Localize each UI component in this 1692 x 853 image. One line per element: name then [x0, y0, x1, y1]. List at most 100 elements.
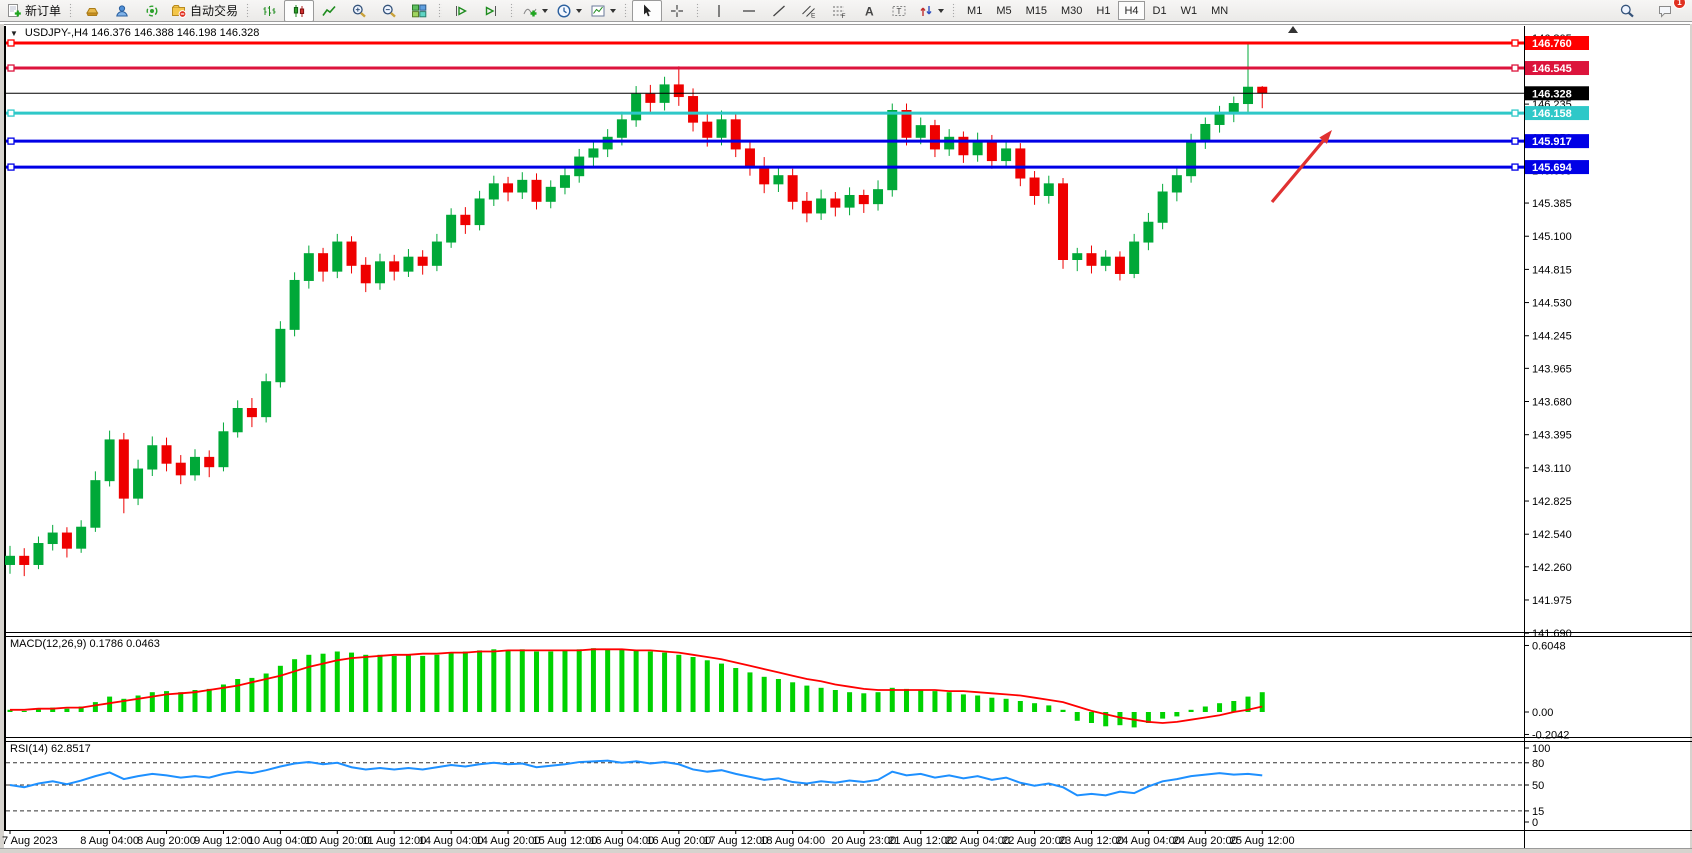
chart-window[interactable]: 146.805146.520146.235145.950145.665145.3…: [0, 22, 1692, 853]
symbol-dropdown-icon[interactable]: ▼: [10, 28, 18, 38]
signal-icon: [144, 3, 160, 19]
svg-text:23 Aug 12:00: 23 Aug 12:00: [1059, 835, 1124, 847]
autotrading-button[interactable]: 自动交易: [167, 0, 242, 22]
new-order-button[interactable]: 新订单: [2, 0, 65, 22]
svg-text:146.545: 146.545: [1532, 63, 1572, 75]
svg-text:145.385: 145.385: [1532, 198, 1572, 210]
svg-text:146.328: 146.328: [1532, 88, 1572, 100]
price-flag-146.158: 146.158: [1525, 106, 1589, 121]
community-button[interactable]: [107, 0, 137, 22]
chevron-down-icon: [542, 8, 549, 13]
text-icon: A: [861, 3, 877, 19]
svg-text:14 Aug 20:00: 14 Aug 20:00: [476, 835, 541, 847]
zoom-in-button[interactable]: [344, 0, 374, 22]
tf-h1-button[interactable]: H1: [1096, 4, 1111, 17]
horizontal-line-146.760[interactable]: [6, 39, 1524, 47]
time-axis[interactable]: 7 Aug 2023 8 Aug 04:008 Aug 20:009 Aug 12…: [2, 830, 1295, 847]
price-flag-146.328: 146.328: [1525, 86, 1589, 101]
chat-button[interactable]: 1: [1650, 0, 1686, 22]
toolbar-gripper: [510, 3, 515, 18]
price-chart-canvas[interactable]: 146.805146.520146.235145.950145.665145.3…: [0, 22, 1692, 853]
periods-button[interactable]: [552, 0, 586, 22]
templates-button[interactable]: [586, 0, 620, 22]
toolbar-gripper: [69, 3, 74, 18]
tf-m15-button[interactable]: M15: [1025, 4, 1047, 17]
signals-button[interactable]: [137, 0, 167, 22]
svg-text:24 Aug 20:00: 24 Aug 20:00: [1173, 835, 1238, 847]
deposit-icon: [84, 3, 100, 19]
rsi-label: RSI(14) 62.8517: [10, 743, 91, 755]
svg-text:14 Aug 04:00: 14 Aug 04:00: [419, 835, 484, 847]
toolbar-gripper: [246, 3, 251, 18]
chart-shift-button[interactable]: [476, 0, 506, 22]
label-button[interactable]: T: [884, 0, 914, 22]
line-chart-button[interactable]: [314, 0, 344, 22]
chevron-down-icon: [938, 8, 945, 13]
line-chart-icon: [321, 3, 337, 19]
svg-text:141.690: 141.690: [1532, 628, 1572, 640]
svg-text:21 Aug 12:00: 21 Aug 12:00: [888, 835, 953, 847]
price-flag-145.694: 145.694: [1525, 160, 1589, 175]
tf-m5-button[interactable]: M5: [996, 4, 1012, 17]
macd-label: MACD(12,26,9) 0.1786 0.0463: [10, 638, 160, 650]
cursor-icon: [639, 3, 655, 19]
tf-w1-button[interactable]: W1: [1180, 4, 1198, 17]
svg-text:0.6048: 0.6048: [1532, 640, 1566, 652]
svg-text:80: 80: [1532, 758, 1544, 770]
tf-m30-button[interactable]: M30: [1061, 4, 1083, 17]
svg-text:T: T: [897, 7, 902, 16]
tf-h4-button[interactable]: H4: [1118, 1, 1145, 20]
channel-button[interactable]: E: [794, 0, 824, 22]
chart-background: [0, 22, 1692, 853]
indicators-button[interactable]: [518, 0, 552, 22]
price-flag-146.760: 146.760: [1525, 36, 1589, 50]
trend-arrow-annotation[interactable]: [1270, 130, 1332, 204]
svg-text:10 Aug 20:00: 10 Aug 20:00: [305, 835, 370, 847]
trendline-button[interactable]: [764, 0, 794, 22]
zoom-out-button[interactable]: [374, 0, 404, 22]
toolbar-gripper: [696, 3, 701, 18]
candlestick-chart-button[interactable]: [284, 0, 315, 22]
macd-axis[interactable]: 0.6048 0.00 -0.2042: [1524, 640, 1569, 741]
tile-windows-button[interactable]: [404, 0, 434, 22]
svg-text:145.917: 145.917: [1532, 136, 1572, 148]
svg-text:16 Aug 04:00: 16 Aug 04:00: [589, 835, 654, 847]
arrows-button[interactable]: [914, 0, 948, 22]
rsi-axis[interactable]: 100 80 50 150: [1524, 743, 1550, 829]
svg-text:25 Aug 12:00: 25 Aug 12:00: [1230, 835, 1295, 847]
crosshair-button[interactable]: [662, 0, 692, 22]
vline-icon: [711, 3, 727, 19]
auto-scroll-button[interactable]: [446, 0, 476, 22]
vertical-line-button[interactable]: [704, 0, 734, 22]
svg-text:11 Aug 12:00: 11 Aug 12:00: [362, 835, 426, 847]
search-button[interactable]: [1612, 0, 1642, 22]
svg-text:A: A: [865, 4, 874, 18]
horizontal-line-145.694[interactable]: [6, 163, 1524, 171]
chart-shift-marker[interactable]: [1288, 26, 1298, 33]
candlestick-icon: [291, 3, 307, 19]
svg-text:9 Aug 12:00: 9 Aug 12:00: [194, 835, 253, 847]
tf-d1-button[interactable]: D1: [1152, 4, 1167, 17]
bar-chart-button[interactable]: [254, 0, 284, 22]
tf-mn-button[interactable]: MN: [1211, 4, 1229, 17]
cursor-button[interactable]: [632, 0, 663, 22]
text-button[interactable]: A: [854, 0, 884, 22]
toolbar-right: 1: [1612, 0, 1690, 22]
horizontal-line-button[interactable]: [734, 0, 764, 22]
deposit-button[interactable]: [77, 0, 107, 22]
svg-text:142.540: 142.540: [1532, 529, 1572, 541]
chart-title-text: USDJPY-,H4 146.376 146.388 146.198 146.3…: [24, 27, 260, 39]
horizontal-line-146.545[interactable]: [6, 64, 1524, 72]
zoom-in-icon: [351, 3, 367, 19]
svg-text:10 Aug 04:00: 10 Aug 04:00: [248, 835, 313, 847]
toolbar: 新订单 自动交易 E F A T M1 M5 M15 M30 H1 H4 D1 W1 MN 1: [0, 0, 1692, 22]
toolbar-gripper: [438, 3, 443, 18]
horizontal-line-145.917[interactable]: [6, 137, 1524, 145]
horizontal-line-146.158[interactable]: [6, 109, 1524, 117]
tf-m1-button[interactable]: M1: [967, 4, 983, 17]
fibonacci-button[interactable]: F: [824, 0, 854, 22]
svg-text:22 Aug 20:00: 22 Aug 20:00: [1002, 835, 1067, 847]
svg-text:142.260: 142.260: [1532, 562, 1572, 574]
svg-text:24 Aug 04:00: 24 Aug 04:00: [1116, 835, 1181, 847]
bar-chart-icon: [261, 3, 277, 19]
